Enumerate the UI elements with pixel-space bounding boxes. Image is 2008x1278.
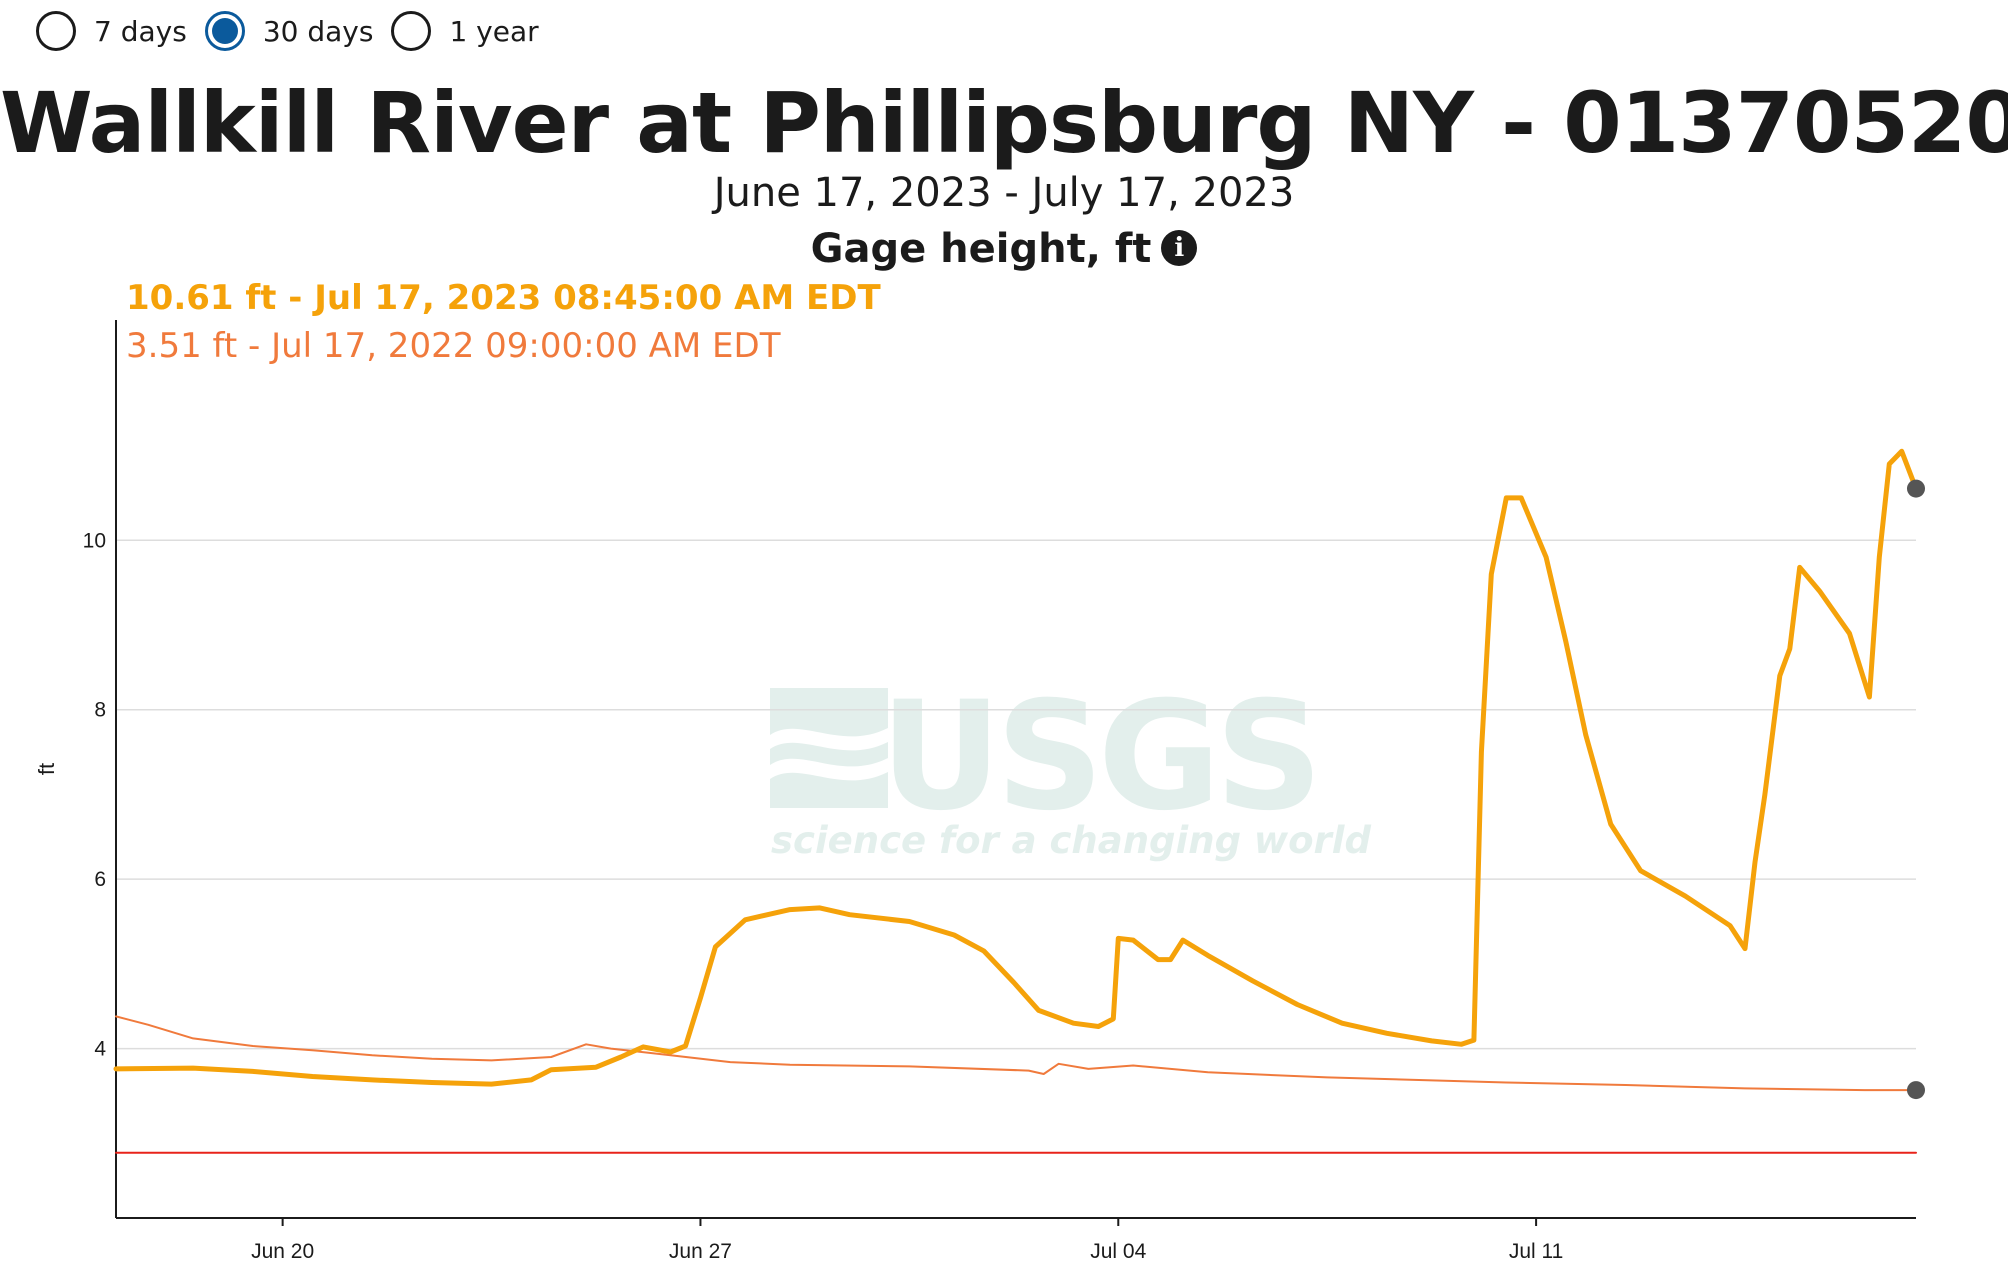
radio-circle[interactable] xyxy=(36,11,76,51)
period-label-7-days: 7 days xyxy=(94,14,187,48)
y-tick-label: 6 xyxy=(94,868,106,891)
parameter-heading: Gage height, ft i xyxy=(0,226,2008,272)
period-radio-30-days[interactable]: 30 days xyxy=(204,11,374,51)
parameter-label: Gage height, ft xyxy=(810,226,1152,272)
tooltip-previous-year-reading: 3.51 ft - Jul 17, 2022 09:00:00 AM EDT xyxy=(126,326,781,366)
watermark-logo-text: USGS xyxy=(880,670,1317,844)
x-tick-label: Jun 27 xyxy=(669,1240,732,1263)
current-latest-marker[interactable] xyxy=(1907,479,1925,498)
tooltip-current-reading: 10.61 ft - Jul 17, 2023 08:45:00 AM EDT xyxy=(126,278,881,318)
chart-grid xyxy=(116,539,1916,1050)
previous-series-line xyxy=(115,1015,1917,1092)
chart-series xyxy=(113,448,1919,1154)
radio-circle-checked[interactable] xyxy=(204,11,245,51)
y-axis-label: ft xyxy=(34,763,59,775)
y-tick-label: 8 xyxy=(94,699,106,722)
period-selector: 7 days 30 days 1 year xyxy=(36,8,557,54)
chart-title: Wallkill River at Phillipsburg NY - 0137… xyxy=(0,74,2008,172)
y-tick-label: 10 xyxy=(83,529,106,552)
current-series-line xyxy=(113,448,1919,1087)
usgs-watermark: USGS science for a changing world xyxy=(770,670,1371,862)
x-tick-label: Jul 04 xyxy=(1090,1240,1146,1263)
chart-markers xyxy=(1907,479,1925,1100)
period-radio-1-year[interactable]: 1 year xyxy=(391,11,539,51)
period-label-1-year: 1 year xyxy=(449,14,539,48)
y-tick-label: 4 xyxy=(94,1038,106,1061)
previous-latest-marker[interactable] xyxy=(1907,1081,1925,1100)
watermark-tagline: science for a changing world xyxy=(771,819,1371,862)
radio-circle[interactable] xyxy=(391,11,432,51)
period-label-30-days: 30 days xyxy=(262,14,374,48)
date-range-subtitle: June 17, 2023 - July 17, 2023 xyxy=(713,170,1295,216)
x-tick-label: Jul 11 xyxy=(1509,1240,1563,1263)
info-icon[interactable]: i xyxy=(1161,230,1198,266)
usgs-wave-logo xyxy=(770,688,888,808)
x-tick-label: Jun 20 xyxy=(251,1240,314,1263)
period-radio-7-days[interactable]: 7 days xyxy=(36,11,187,51)
